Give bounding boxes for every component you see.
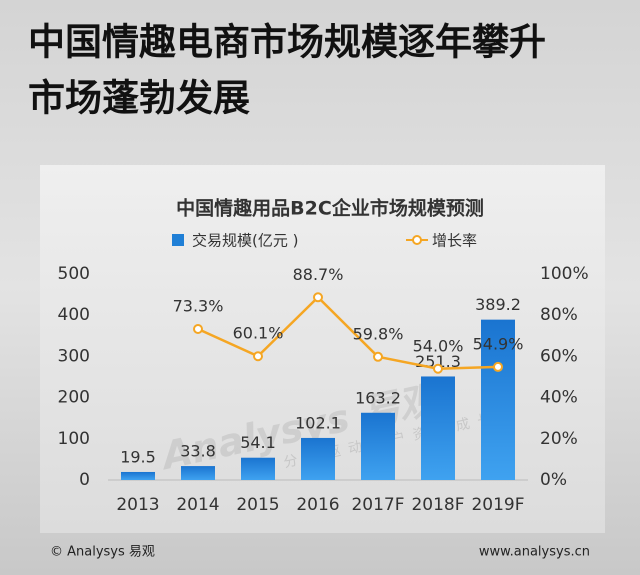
y-tick-label: 0 — [79, 470, 90, 490]
legend-label: 增长率 — [432, 232, 477, 250]
line-label: 54.0% — [413, 336, 464, 355]
line-label: 73.3% — [173, 297, 224, 316]
y2-tick-label: 60% — [540, 346, 578, 366]
y2-tick-label: 80% — [540, 305, 578, 325]
footer-right: www.analysys.cn — [479, 545, 590, 560]
line-marker — [493, 361, 503, 372]
y-tick-label: 500 — [58, 264, 90, 284]
y-tick-label: 200 — [58, 388, 90, 408]
line-marker — [253, 351, 263, 362]
headline: 市场蓬勃发展 — [28, 77, 250, 120]
line-marker — [433, 363, 443, 374]
headline: 中国情趣电商市场规模逐年攀升 — [28, 21, 546, 64]
x-tick-label: 2015 — [236, 495, 279, 515]
bar-label: 389.2 — [475, 295, 521, 314]
bar — [301, 437, 335, 480]
line-marker — [193, 324, 203, 335]
bar-label: 33.8 — [180, 442, 216, 461]
bar-label: 19.5 — [120, 447, 156, 466]
line-label: 54.9% — [473, 334, 524, 353]
legend-label: 交易规模(亿元 ) — [192, 232, 298, 250]
y2-tick-label: 40% — [540, 388, 578, 408]
legend-swatch — [172, 234, 184, 246]
y-tick-label: 400 — [58, 305, 90, 325]
footer-left: © Analysys 易观 — [50, 545, 155, 560]
line-marker — [373, 351, 383, 362]
line-marker — [313, 292, 323, 303]
x-tick-label: 2019F — [471, 495, 524, 515]
line-label: 88.7% — [293, 265, 344, 284]
line — [197, 295, 499, 371]
bar — [361, 412, 395, 480]
line-label: 59.8% — [353, 324, 404, 343]
y-tick-label: 100 — [58, 429, 90, 449]
bar — [481, 319, 515, 480]
y-tick-label: 300 — [58, 346, 90, 366]
x-tick-label: 2017F — [351, 495, 404, 515]
bar — [121, 471, 155, 480]
y2-tick-label: 20% — [540, 429, 578, 449]
x-tick-label: 2016 — [296, 495, 339, 515]
x-tick-label: 2018F — [411, 495, 464, 515]
chart-title: 中国情趣用品B2C企业市场规模预测 — [176, 197, 484, 220]
legend-swatch — [412, 235, 422, 245]
bar — [421, 376, 455, 480]
bar-label: 54.1 — [240, 433, 276, 452]
bar-label: 102.1 — [295, 413, 341, 432]
bar — [181, 466, 215, 480]
x-tick-label: 2013 — [116, 495, 159, 515]
y2-tick-label: 100% — [540, 264, 589, 284]
bar-label: 163.2 — [355, 388, 401, 407]
y2-tick-label: 0% — [540, 470, 567, 490]
x-tick-label: 2014 — [176, 495, 219, 515]
bar — [241, 457, 275, 480]
line-label: 60.1% — [233, 324, 284, 343]
